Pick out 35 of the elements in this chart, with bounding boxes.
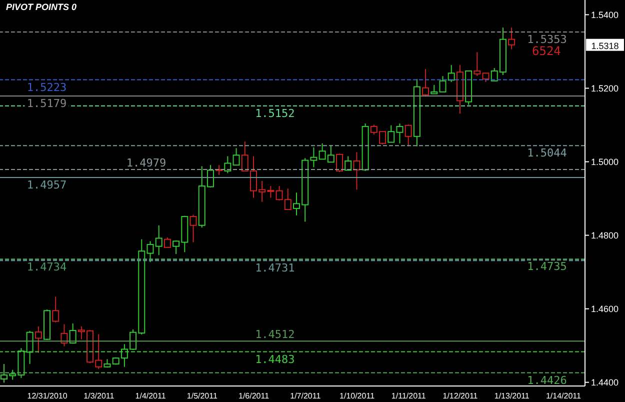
ref-line-label: 1.5044: [527, 146, 568, 160]
x-tick-label: 1/3/2011: [84, 392, 115, 401]
ref-line-label: 1.5223: [26, 80, 67, 94]
ref-line-label: 1.4426: [527, 374, 567, 387]
y-tick-label: 1.5000: [591, 156, 619, 167]
x-tick-label: 1/12/2011: [442, 392, 478, 401]
y-tick-label: 1.4400: [591, 378, 619, 388]
x-tick-label: 1/11/2011: [391, 392, 426, 401]
x-tick-label: 1/5/2011: [186, 392, 218, 401]
ref-line-label: 1.4957: [26, 178, 67, 192]
y-tick-label: 1.4600: [591, 304, 619, 314]
y-tick-label: 1.4800: [591, 230, 619, 240]
ref-line-label: 1.5152: [255, 106, 295, 120]
ref-line-label: 1.4979: [126, 156, 166, 170]
x-tick-label: 1/13/2011: [494, 392, 530, 401]
y-tick-label: 1.5400: [591, 10, 619, 20]
annotation: 6524: [532, 44, 561, 58]
ref-line-label: 1.4512: [255, 328, 295, 342]
ref-line-label: 1.4483: [255, 352, 295, 366]
y-tick-label: 1.5200: [591, 83, 619, 94]
ref-line-label: 1.4735: [527, 260, 567, 274]
ref-line-label: 1.5353: [527, 32, 567, 46]
ref-line-label: 1.4734: [26, 260, 68, 274]
ref-line-label: 1.5179: [26, 96, 67, 110]
x-tick-label: 1/4/2011: [135, 392, 166, 401]
candlestick: [60, 324, 68, 347]
chart-title: PIVOT POINTS 0: [6, 2, 77, 12]
x-tick-label: 1/7/2011: [290, 392, 322, 401]
x-tick-label: 12/31/2010: [27, 392, 68, 401]
ref-line-label: 1.4731: [255, 262, 295, 275]
candlestick: [439, 76, 446, 92]
x-tick-label: 1/6/2011: [238, 392, 270, 401]
x-tick-label: 1/10/2011: [340, 392, 376, 401]
annotation: 1.5318: [591, 40, 619, 51]
x-tick-label: 1/14/2011: [546, 392, 582, 401]
